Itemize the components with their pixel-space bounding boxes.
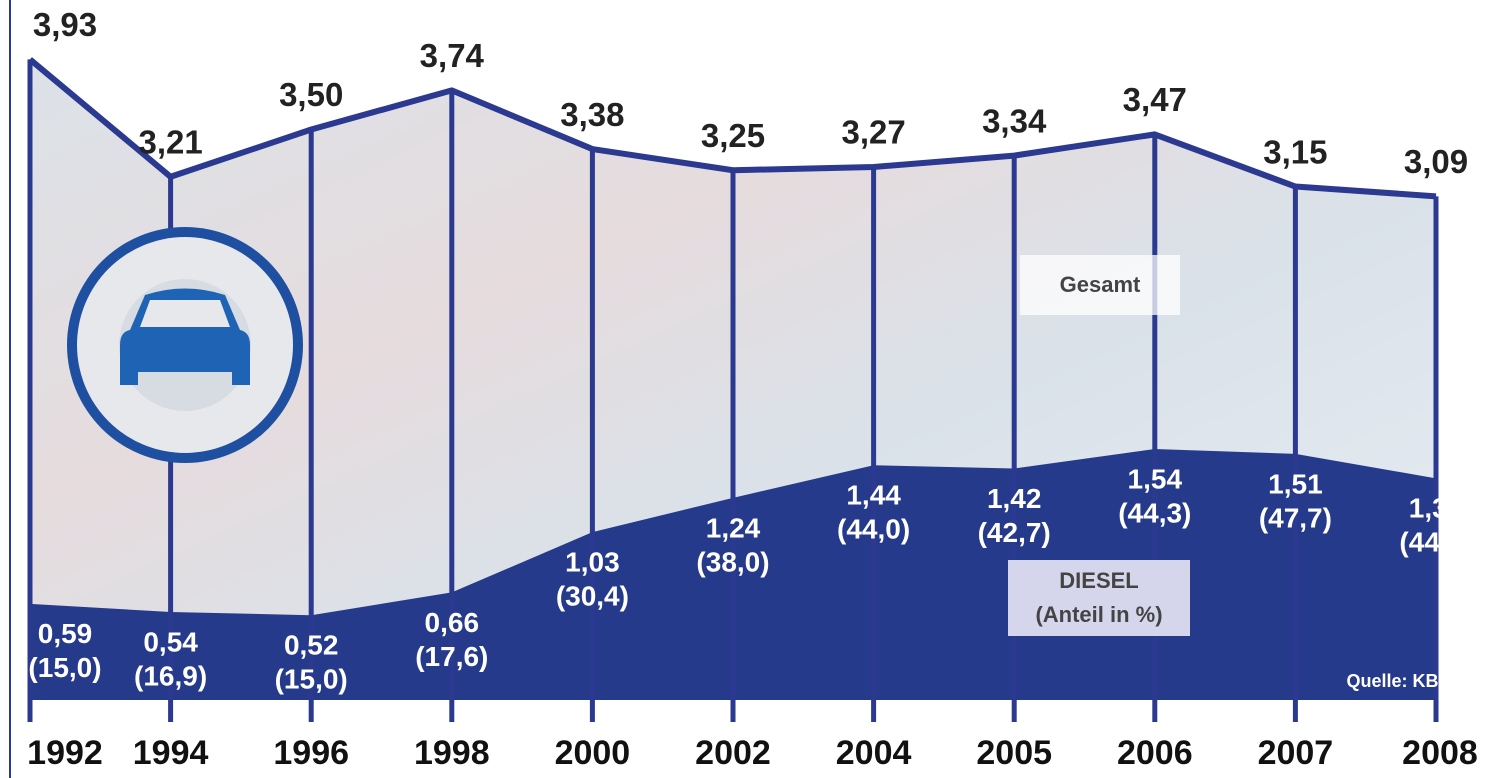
value-label-diesel: 1,54 — [1128, 463, 1183, 494]
legend-box-diesel — [1008, 560, 1190, 636]
value-label-gesamt: 3,15 — [1263, 133, 1327, 170]
share-label: (17,6) — [415, 641, 488, 672]
value-label-gesamt: 3,25 — [701, 117, 765, 154]
share-label: (44,0) — [837, 514, 910, 545]
value-label-diesel: 0,59 — [38, 618, 93, 649]
x-tick-label: 2007 — [1258, 734, 1334, 772]
share-label: (44,1) — [1399, 527, 1472, 558]
value-label-diesel: 0,66 — [425, 607, 480, 638]
x-tick-label: 2008 — [1402, 734, 1478, 772]
x-tick-label: 2000 — [555, 734, 631, 772]
source: Quelle: KBA/ZDK — [1346, 671, 1493, 691]
x-tick-label: 1992 — [27, 734, 103, 772]
x-tick-label: 2004 — [836, 734, 912, 772]
legend-gesamt: Gesamt — [1060, 272, 1141, 297]
value-label-diesel: 1,03 — [565, 547, 620, 578]
labels: Gesamt DIESEL (Anteil in %) Quelle: KBA/ZDK… — [27, 6, 1493, 772]
legend-share: (Anteil in %) — [1035, 602, 1162, 627]
share-label: (47,7) — [1259, 502, 1332, 533]
value-label-diesel: 1,44 — [846, 480, 901, 511]
share-label: (15,0) — [275, 664, 348, 695]
value-label-gesamt: 3,74 — [420, 37, 485, 74]
share-label: (15,0) — [28, 652, 101, 683]
value-label-diesel: 1,51 — [1268, 468, 1323, 499]
x-tick-label: 1994 — [133, 734, 209, 772]
value-label-diesel: 0,54 — [143, 626, 198, 657]
share-label: (30,4) — [556, 581, 629, 612]
value-label-diesel: 1,42 — [987, 483, 1042, 514]
value-label-gesamt: 3,38 — [560, 96, 624, 133]
logo-windshield — [140, 300, 230, 327]
value-label-gesamt: 3,34 — [982, 102, 1047, 139]
share-label: (42,7) — [978, 517, 1051, 548]
legend-diesel: DIESEL — [1059, 568, 1138, 593]
legend-box-gesamt — [1020, 255, 1180, 315]
share-label: (44,3) — [1118, 497, 1191, 528]
value-label-gesamt: 3,21 — [138, 123, 202, 160]
x-tick-label: 2002 — [695, 734, 771, 772]
value-label-gesamt: 3,50 — [279, 76, 343, 113]
x-tick-label: 1998 — [414, 734, 490, 772]
value-label-diesel: 0,52 — [284, 630, 339, 661]
value-label-gesamt: 3,93 — [33, 6, 97, 43]
x-tick-label: 1996 — [273, 734, 349, 772]
value-label-gesamt: 3,09 — [1404, 143, 1468, 180]
value-label-diesel: 1,24 — [706, 512, 761, 543]
line-gesamt — [28, 57, 1437, 200]
value-label-diesel: 1,36 — [1409, 493, 1464, 524]
logo — [67, 227, 303, 463]
value-label-gesamt: 3,47 — [1123, 81, 1187, 118]
share-label: (16,9) — [134, 660, 207, 691]
x-tick-label: 2006 — [1117, 734, 1193, 772]
value-label-gesamt: 3,27 — [841, 114, 905, 151]
plot-area — [27, 57, 1439, 722]
x-tick-label: 2005 — [976, 734, 1052, 772]
share-label: (38,0) — [696, 546, 769, 577]
